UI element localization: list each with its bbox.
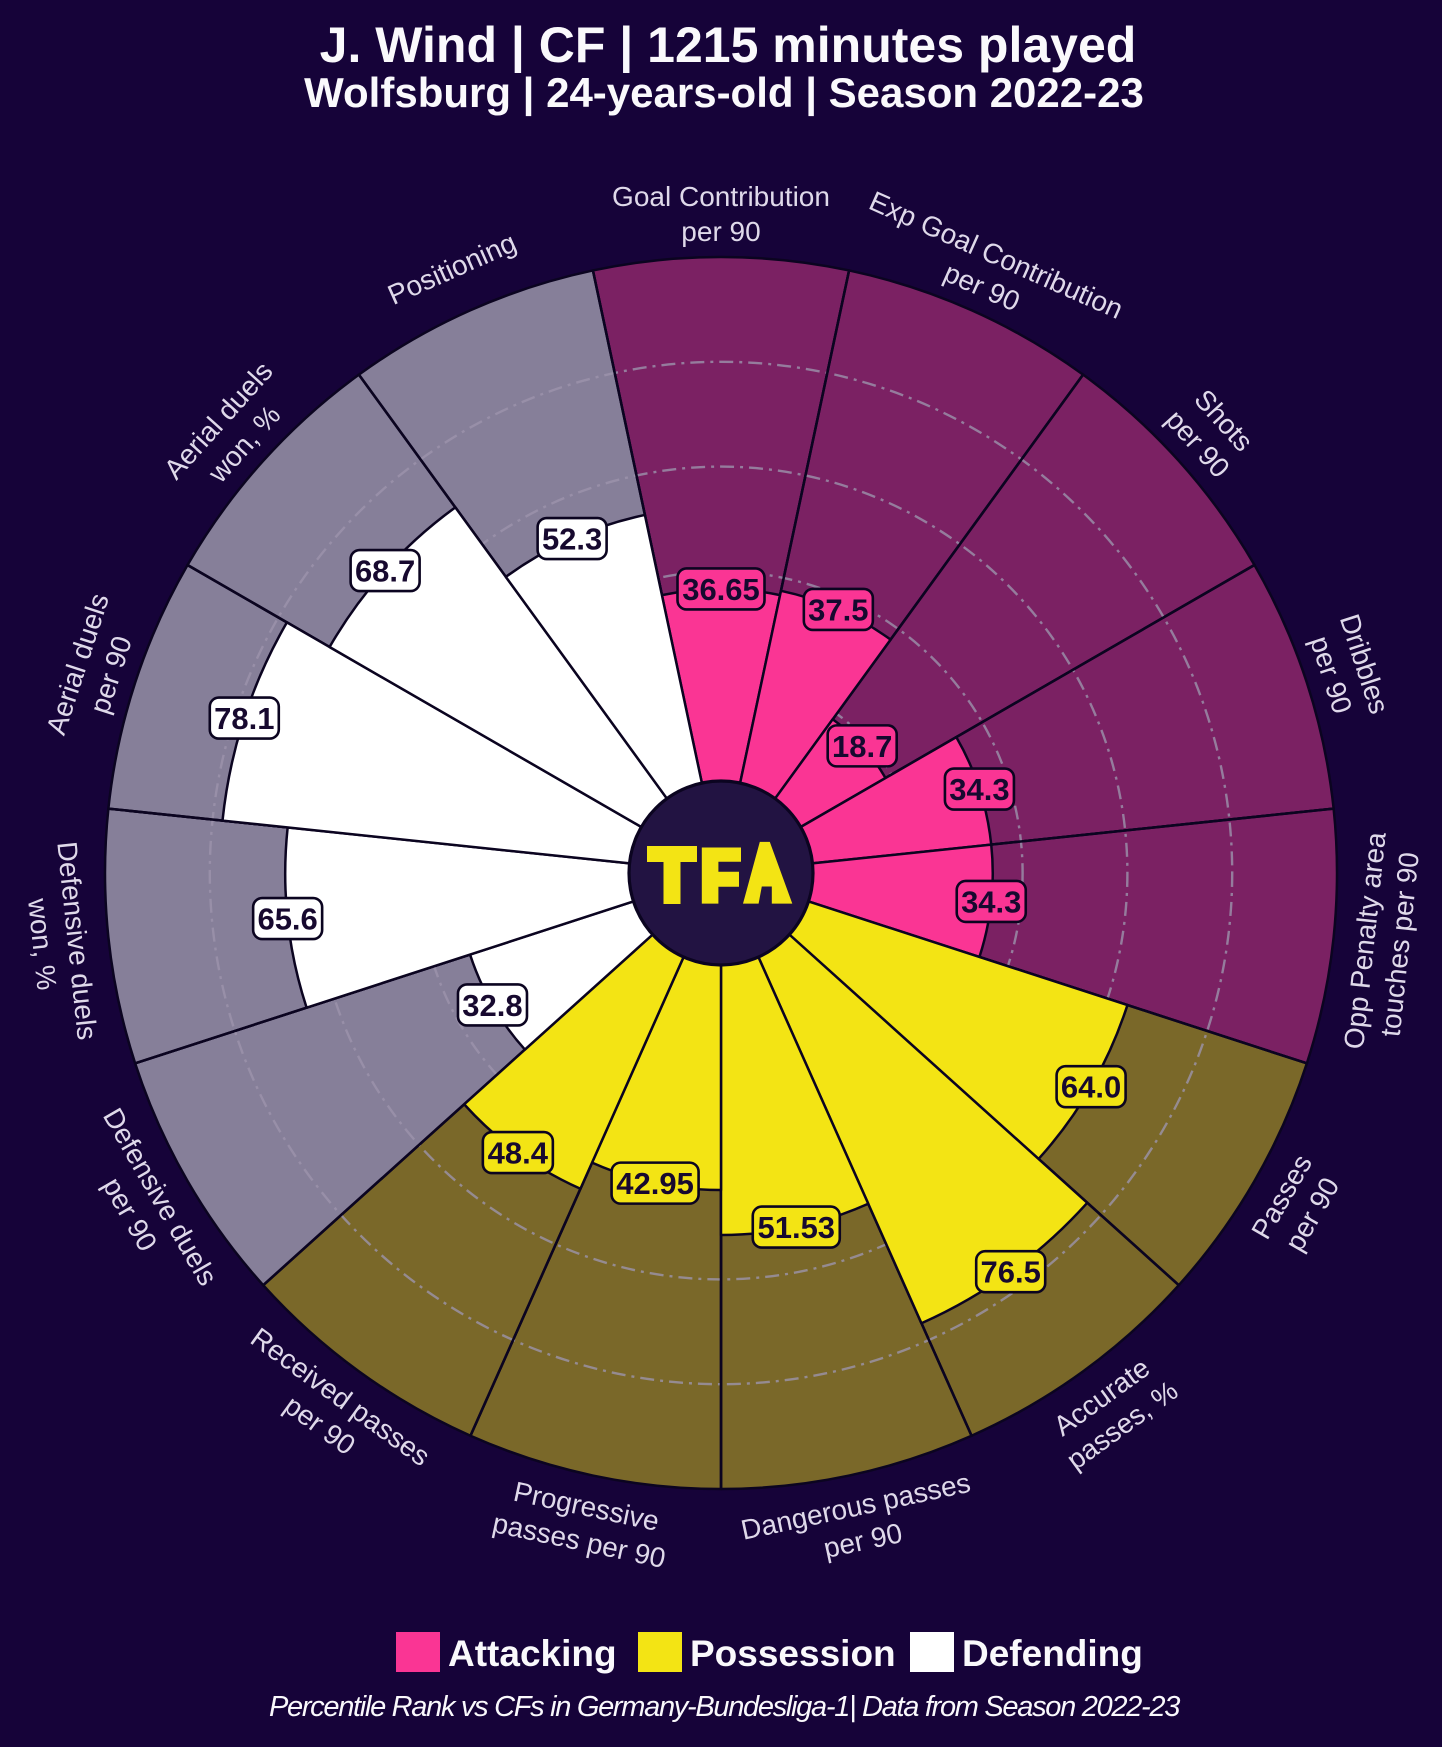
svg-text:Defending: Defending (962, 1633, 1143, 1674)
svg-text:42.95: 42.95 (616, 1166, 694, 1201)
svg-text:51.53: 51.53 (757, 1210, 835, 1245)
svg-text:65.6: 65.6 (257, 902, 317, 937)
svg-text:34.3: 34.3 (961, 884, 1021, 919)
svg-text:18.7: 18.7 (832, 729, 892, 764)
svg-text:64.0: 64.0 (1061, 1070, 1121, 1105)
svg-text:Goal Contribution: Goal Contribution (612, 181, 830, 212)
svg-text:76.5: 76.5 (981, 1255, 1041, 1290)
svg-text:Attacking: Attacking (448, 1633, 617, 1674)
svg-text:34.3: 34.3 (949, 772, 1009, 807)
svg-text:J. Wind | CF | 1215 minutes pl: J. Wind | CF | 1215 minutes played (320, 17, 1137, 74)
svg-text:36.65: 36.65 (682, 572, 760, 607)
svg-text:78.1: 78.1 (214, 701, 274, 736)
svg-text:Possession: Possession (690, 1633, 896, 1674)
svg-text:48.4: 48.4 (488, 1136, 549, 1171)
svg-text:per 90: per 90 (681, 216, 760, 247)
svg-text:52.3: 52.3 (542, 522, 602, 557)
svg-text:Wolfsburg | 24-years-old | Sea: Wolfsburg | 24-years-old | Season 2022-2… (304, 69, 1144, 117)
svg-text:68.7: 68.7 (355, 554, 415, 589)
svg-text:37.5: 37.5 (808, 592, 868, 627)
svg-text:Percentile Rank vs CFs in Germ: Percentile Rank vs CFs in Germany-Bundes… (269, 1691, 1180, 1723)
svg-text:32.8: 32.8 (462, 988, 522, 1023)
